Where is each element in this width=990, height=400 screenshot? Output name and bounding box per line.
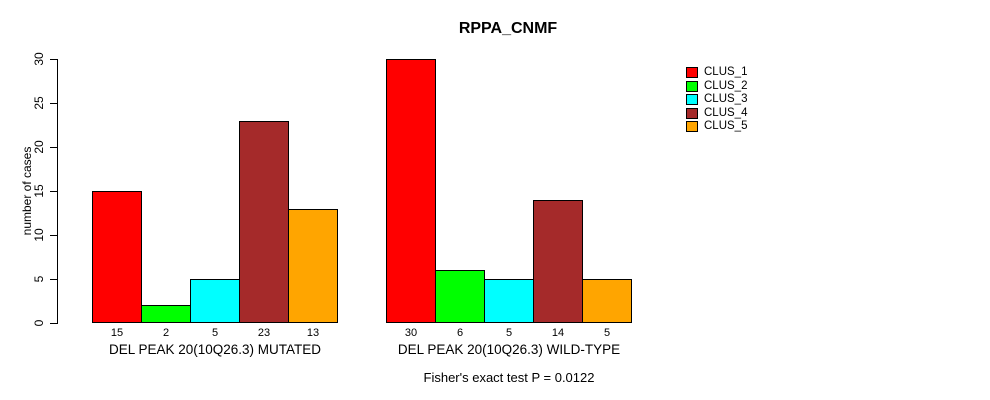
bar-value-label: 2 [162,327,170,339]
legend-swatch-clus_1 [686,67,698,78]
bar-clus_4-group-1 [239,120,289,323]
bar-value-label: 6 [456,327,464,339]
legend-label-clus_3: CLUS_3 [704,93,748,105]
y-axis-line [57,59,58,324]
y-tick-label: 25 [32,96,46,110]
bar-value-label: 5 [211,327,219,339]
y-tick-label: 20 [32,140,46,154]
y-tick-label: 15 [32,184,46,198]
y-tick-label: 5 [32,275,46,283]
bar-clus_2-group-1 [141,305,191,323]
y-tick-label: 10 [32,228,46,242]
y-tick-mark [50,323,57,324]
bar-clus_4-group-2 [533,199,583,323]
y-tick-mark [50,191,57,192]
bar-clus_2-group-2 [435,270,485,323]
bar-value-label: 23 [257,327,271,339]
legend-swatch-clus_2 [686,80,698,92]
fisher-test-annotation: Fisher's exact test P = 0.0122 [423,370,595,385]
legend-label-clus_2: CLUS_2 [704,79,748,92]
legend-swatch-clus_5 [686,121,698,132]
bar-value-label: 15 [110,327,124,339]
y-tick-label: 0 [32,319,46,327]
legend-label-clus_1: CLUS_1 [704,66,748,78]
legend-label-clus_5: CLUS_5 [704,120,748,132]
bar-clus_5-group-2 [582,279,632,323]
bar-value-label: 5 [603,327,611,339]
bar-value-label: 30 [404,327,418,339]
y-tick-mark [50,279,57,280]
y-tick-label: 30 [32,52,46,66]
bar-clus_3-group-1 [190,279,240,323]
y-tick-mark [50,103,57,104]
y-tick-mark [50,235,57,236]
bar-value-label: 5 [505,327,513,339]
bar-clus_1-group-2 [386,59,436,323]
group-label-mutated: DEL PEAK 20(10Q26.3) MUTATED [108,342,322,357]
legend-swatch-clus_3 [686,94,698,105]
bar-clus_5-group-1 [288,208,338,323]
y-tick-mark [50,59,57,60]
bar-clus_3-group-2 [484,279,534,323]
legend-label-clus_4: CLUS_4 [704,106,748,119]
group-label-wild-type: DEL PEAK 20(10Q26.3) WILD-TYPE [397,342,621,357]
chart-title: RPPA_CNMF [458,20,558,37]
bar-clus_1-group-1 [92,191,142,323]
bar-value-label: 14 [551,327,565,339]
bar-value-label: 13 [306,327,320,339]
y-tick-mark [50,147,57,148]
legend-swatch-clus_4 [686,107,698,119]
